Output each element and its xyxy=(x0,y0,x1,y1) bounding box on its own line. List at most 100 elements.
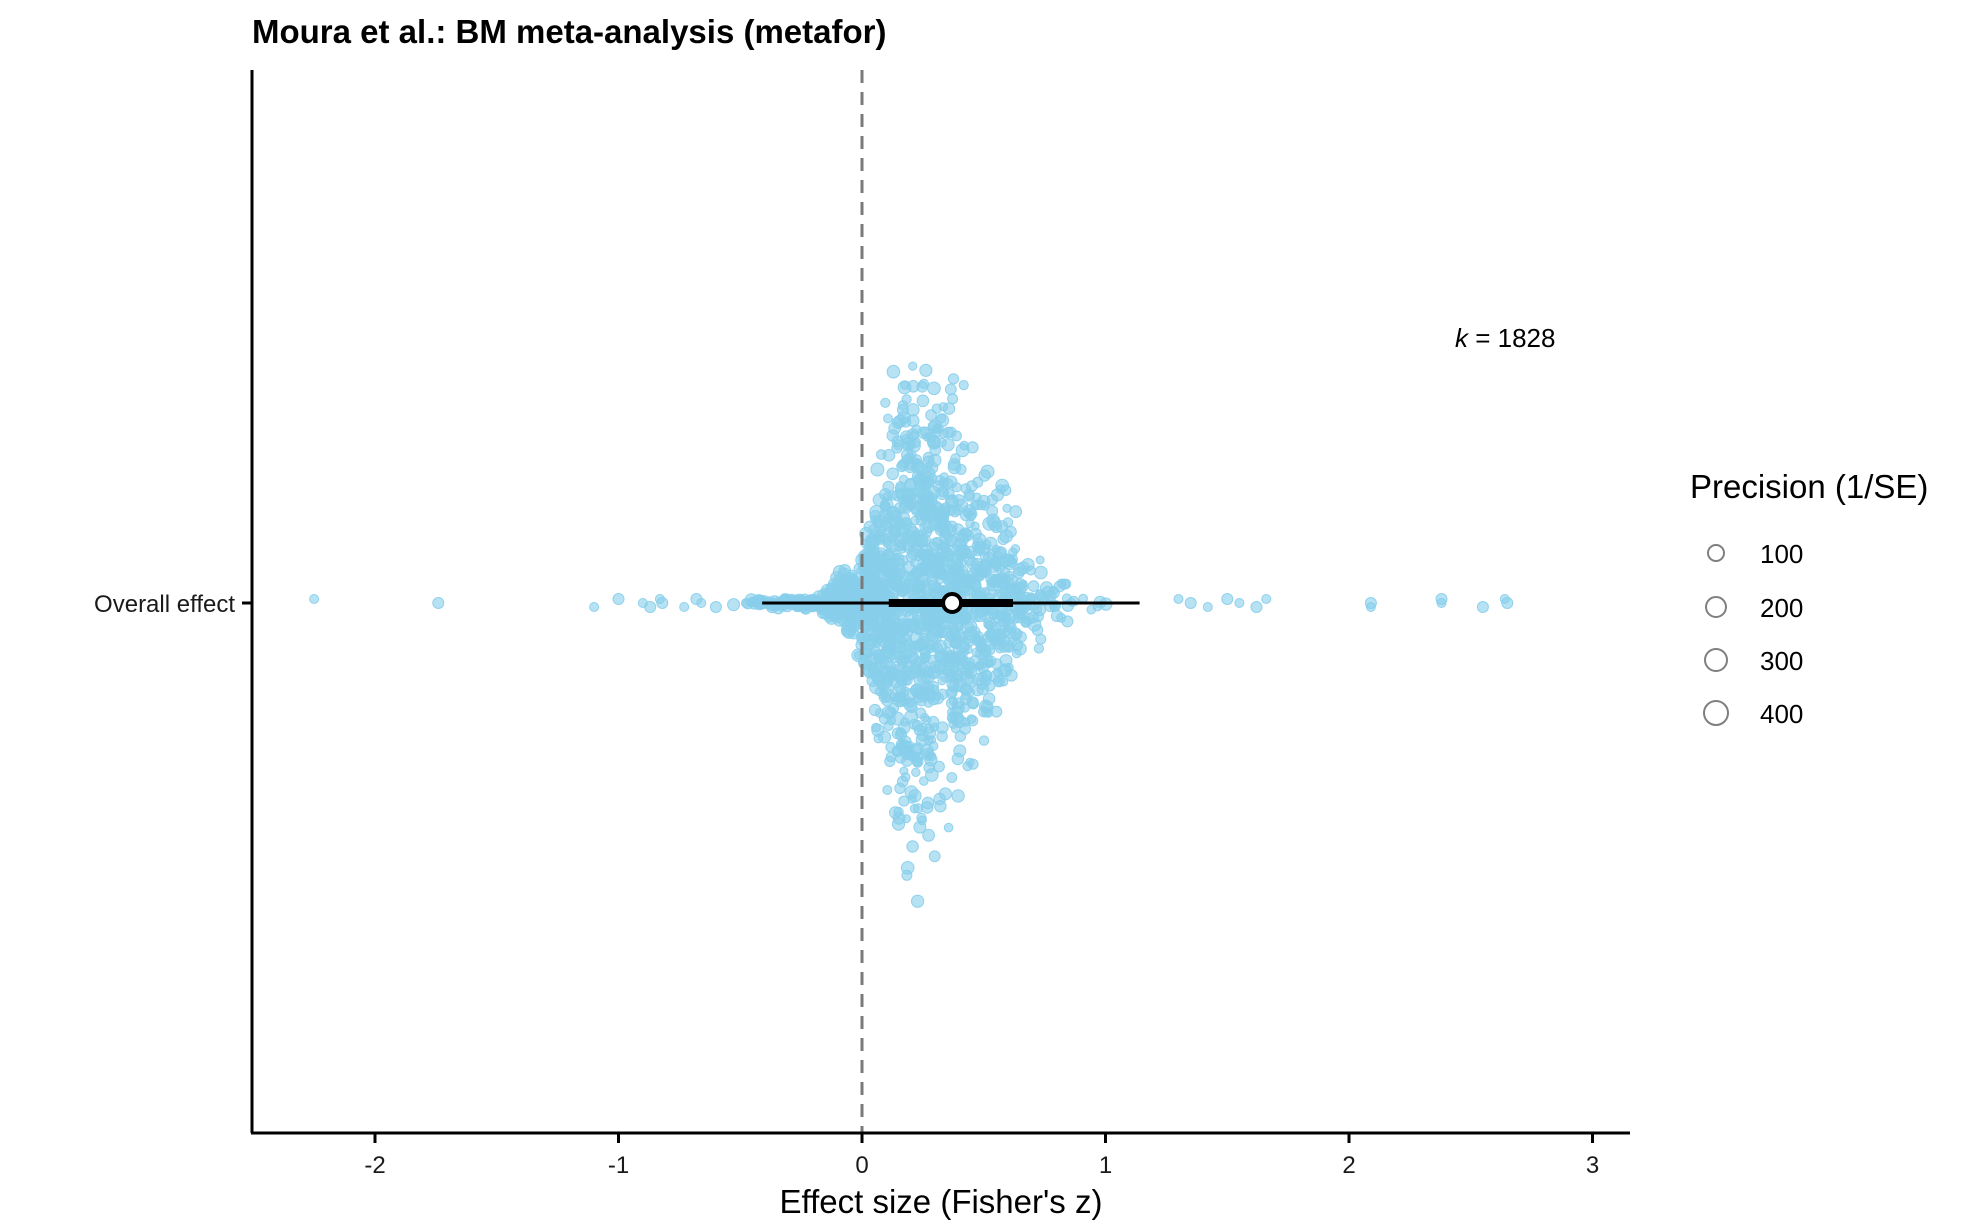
effect-size-point xyxy=(877,637,888,648)
effect-size-point xyxy=(917,426,931,440)
effect-size-point xyxy=(749,597,760,607)
effect-size-point xyxy=(863,520,876,533)
effect-size-point xyxy=(432,597,445,609)
effect-size-point xyxy=(886,467,900,481)
effect-size-point xyxy=(881,694,894,707)
effect-size-point xyxy=(947,393,959,405)
effect-size-point xyxy=(1001,639,1014,652)
effect-size-point xyxy=(857,655,872,670)
effect-size-point xyxy=(959,693,972,706)
effect-size-point xyxy=(919,560,929,570)
effect-size-point xyxy=(939,656,950,667)
effect-size-point xyxy=(890,646,904,660)
effect-size-point xyxy=(922,715,932,726)
effect-size-point xyxy=(874,650,884,661)
effect-size-point xyxy=(963,626,978,641)
effect-size-point xyxy=(966,508,978,520)
effect-size-point xyxy=(1002,517,1014,528)
effect-size-point xyxy=(900,861,915,875)
effect-size-point xyxy=(889,806,902,819)
x-axis-ticks: -2 -1 0 1 2 3 xyxy=(364,1133,1599,1179)
effect-size-point xyxy=(909,567,923,581)
k-annotation-value: = 1828 xyxy=(1468,323,1555,353)
effect-size-point xyxy=(919,363,933,377)
effect-size-point xyxy=(904,785,919,799)
effect-size-point xyxy=(967,758,979,770)
effect-size-point xyxy=(931,510,944,523)
effect-size-point xyxy=(709,601,722,613)
effect-size-point xyxy=(1020,616,1032,628)
effect-size-point xyxy=(916,381,929,393)
effect-size-point xyxy=(927,381,941,396)
effect-size-point xyxy=(1250,601,1263,613)
effect-size-point xyxy=(934,800,947,813)
effect-size-point xyxy=(958,380,969,391)
effect-size-point xyxy=(1234,598,1245,608)
overall-estimate xyxy=(762,592,1140,614)
effect-size-point xyxy=(910,503,924,517)
effect-size-point xyxy=(1436,598,1447,608)
effect-size-point xyxy=(897,721,911,735)
effect-size-point xyxy=(873,733,884,744)
effect-size-point xyxy=(912,758,923,768)
k-annotation: k = 1828 xyxy=(1455,323,1555,353)
effect-size-point xyxy=(978,735,990,746)
effect-size-point xyxy=(980,587,991,598)
effect-size-point xyxy=(826,604,837,614)
effect-size-point xyxy=(921,651,932,661)
effect-size-point xyxy=(870,462,885,477)
effect-size-point xyxy=(909,803,920,814)
effect-size-point xyxy=(966,550,975,560)
effect-size-point xyxy=(942,402,956,415)
effect-size-point xyxy=(933,612,946,625)
effect-size-point xyxy=(905,440,916,451)
legend-key-300 xyxy=(1704,648,1728,672)
effect-size-point xyxy=(1015,631,1027,643)
effect-size-point xyxy=(917,660,931,673)
effect-size-point xyxy=(944,475,958,489)
effect-size-point xyxy=(894,782,906,794)
effect-size-point xyxy=(956,532,970,546)
effect-size-point xyxy=(1033,643,1045,654)
effect-size-point xyxy=(1004,525,1017,538)
effect-size-point xyxy=(888,571,903,586)
effect-size-point xyxy=(927,666,941,680)
effect-size-point xyxy=(910,515,920,526)
effect-size-point xyxy=(908,361,918,371)
effect-size-point xyxy=(946,772,958,783)
effect-size-point xyxy=(1221,593,1234,605)
effect-size-point xyxy=(842,625,856,639)
effect-size-point xyxy=(914,479,927,492)
effect-size-point xyxy=(880,516,892,529)
effect-size-point xyxy=(913,535,925,548)
effect-size-point xyxy=(899,666,912,678)
effect-size-point xyxy=(1501,597,1514,609)
effect-size-point xyxy=(925,643,936,654)
legend-label-400: 400 xyxy=(1760,699,1803,729)
effect-size-point xyxy=(928,419,942,434)
effect-size-point xyxy=(901,454,912,465)
effect-size-point xyxy=(959,670,969,680)
effect-size-point xyxy=(1035,555,1045,565)
effect-size-point xyxy=(1476,601,1489,613)
effect-size-point xyxy=(905,609,919,623)
effect-size-point xyxy=(923,683,935,696)
effect-size-point xyxy=(951,430,962,442)
effect-size-point xyxy=(900,772,911,782)
effect-size-point xyxy=(912,691,925,704)
effect-size-point xyxy=(948,651,959,663)
effect-size-point xyxy=(959,440,970,451)
effect-size-point xyxy=(309,594,320,604)
effect-size-point xyxy=(944,383,957,396)
effect-size-point xyxy=(947,373,960,385)
effect-size-point xyxy=(589,602,600,612)
effect-size-point xyxy=(1009,505,1023,519)
effect-size-point xyxy=(980,675,992,687)
effect-size-point xyxy=(931,569,942,580)
effect-size-point xyxy=(987,629,1000,643)
effect-size-point xyxy=(947,460,962,475)
effect-size-point xyxy=(833,613,847,627)
effect-size-point xyxy=(911,767,921,777)
effect-size-point xyxy=(1011,586,1022,598)
